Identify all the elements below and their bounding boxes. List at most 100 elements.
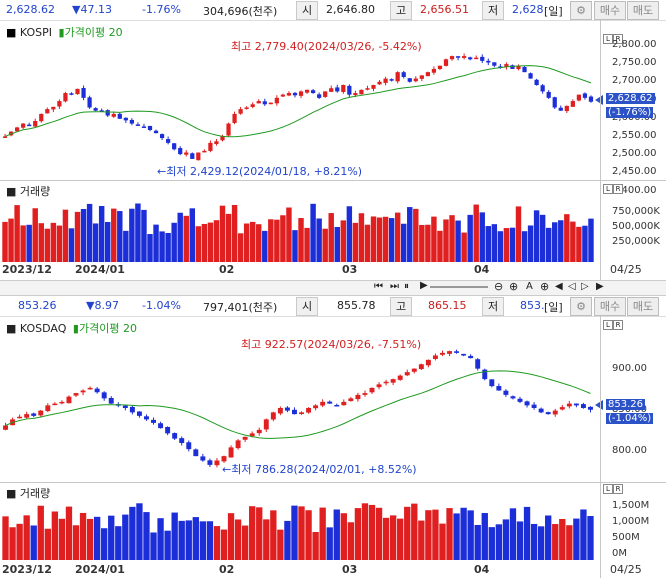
kosdaq-volume-bar: [241, 525, 249, 560]
kosdaq-candle: [249, 433, 255, 437]
buy-button[interactable]: 매수: [594, 1, 626, 20]
kospi-volume-bar: [292, 230, 298, 262]
kospi-high: 2,656.51: [420, 3, 469, 16]
crosshair-icon[interactable]: ⊕: [540, 280, 550, 293]
kosdaq-volume-bar: [389, 515, 397, 560]
kospi-volume-bar: [62, 209, 69, 262]
kosdaq-volume-bar: [382, 517, 390, 560]
kosdaq-title: KOSDAQ: [19, 322, 67, 335]
kosdaq-candle: [475, 359, 481, 369]
kosdaq-candle: [397, 375, 403, 380]
pause-icon[interactable]: ⏸: [404, 281, 409, 292]
kosdaq-volume-bar: [347, 522, 355, 560]
kosdaq-volume-bar: [368, 504, 376, 560]
kosdaq-vol-tick-1: 1,000M: [612, 516, 650, 527]
kosdaq-volume-bar: [566, 525, 573, 560]
zoom-out-icon[interactable]: ⊖: [494, 280, 504, 293]
kosdaq-candle: [588, 406, 593, 410]
kosdaq-high: 865.15: [428, 299, 467, 312]
kospi-volume-bar: [413, 208, 419, 262]
kospi-volume-bar: [183, 215, 189, 262]
kosdaq-volume-bar: [136, 503, 143, 560]
kosdaq-candle: [94, 388, 100, 393]
kosdaq-ma-label: 가격이평 20: [78, 322, 137, 335]
sell-button[interactable]: 매도: [627, 1, 659, 20]
kosdaq-candle: [52, 403, 58, 406]
kosdaq-period-selector[interactable]: [일]: [544, 301, 563, 314]
kosdaq-scale-right[interactable]: R: [613, 320, 623, 330]
kosdaq-candle: [80, 390, 86, 393]
kosdaq-candle: [390, 379, 396, 383]
kospi-candle: [166, 139, 171, 143]
kosdaq-volume-bar: [291, 505, 298, 560]
kosdaq-volume-bar: [65, 506, 73, 560]
kosdaq-volume-bar: [587, 516, 594, 560]
go-end-icon[interactable]: ⏭: [390, 281, 399, 292]
kospi-ma20-line: [4, 65, 592, 138]
kospi-volume-bar: [177, 212, 183, 262]
kosdaq-change-pct: -1.04%: [142, 299, 181, 312]
kospi-title: KOSPI: [19, 26, 53, 39]
kospi-volume-bar: [491, 224, 498, 262]
vol-scale-left[interactable]: L: [603, 184, 613, 194]
vol-scale-right[interactable]: R: [613, 184, 623, 194]
scale-toggle-left[interactable]: L: [603, 34, 613, 44]
kosdaq-volume-bar: [234, 519, 242, 560]
kospi-high-note: 최고 2,779.40(2024/03/26, -5.42%): [231, 40, 422, 53]
kospi-candle: [190, 153, 195, 159]
chart-scroll-bar[interactable]: ⏮ ⏭ ⏸ ▶ ⊖ ⊕ A ⊕ ◀ ◁ ▷ ▶: [0, 280, 666, 296]
kosdaq-volume-bar: [481, 513, 488, 560]
kosdaq-volume-title: 거래량: [19, 487, 51, 500]
kosdaq-candle: [214, 460, 220, 466]
kospi-volume-title-row: ■ 거래량: [6, 185, 51, 198]
zoom-in-icon[interactable]: ⊕: [509, 280, 519, 293]
rewind-icon[interactable]: ◀: [555, 281, 563, 292]
kosdaq-volume-bar: [545, 515, 552, 560]
kosdaq-candle: [270, 412, 276, 420]
kospi-volume-bar: [117, 211, 123, 262]
kospi-candle: [449, 56, 455, 60]
text-tool-icon[interactable]: A: [526, 281, 533, 292]
kosdaq-sell-button[interactable]: 매도: [627, 297, 659, 316]
play-icon[interactable]: ▶: [420, 280, 428, 291]
pan-right-icon[interactable]: ▷: [581, 281, 589, 292]
kosdaq-scale-left[interactable]: L: [603, 320, 613, 330]
kosdaq-volume-bar: [164, 530, 171, 560]
kosdaq-volume-bar: [305, 510, 312, 560]
kosdaq-volume-bar: [453, 513, 460, 560]
period-selector[interactable]: [일]: [544, 5, 563, 18]
scale-toggle-right[interactable]: R: [613, 34, 623, 44]
forward-icon[interactable]: ▶: [596, 281, 604, 292]
kospi-open: 2,646.80: [326, 3, 375, 16]
kosdaq-low: 853.: [520, 299, 545, 312]
settings-button[interactable]: ⚙: [570, 1, 592, 20]
kosdaq-candle: [38, 410, 44, 416]
kospi-volume-bar: [50, 222, 57, 262]
kospi-volume-bar: [86, 203, 93, 262]
kospi-candle: [208, 142, 213, 151]
kosdaq-buy-button[interactable]: 매수: [594, 297, 626, 316]
kosdaq-volume-bar: [552, 524, 559, 560]
kospi-candle: [184, 152, 189, 155]
kosdaq-candle: [313, 405, 319, 409]
kosdaq-candle: [73, 393, 79, 396]
kosdaq-candle: [299, 412, 304, 415]
kosdaq-candle: [193, 449, 199, 457]
go-start-icon[interactable]: ⏮: [374, 281, 383, 292]
kosdaq-high-note: 최고 922.57(2024/03/26, -7.51%): [241, 338, 422, 351]
pan-left-icon[interactable]: ◁: [568, 281, 576, 292]
kosdaq-candle: [158, 423, 164, 429]
kosdaq-volume-bar: [502, 519, 510, 560]
kospi-volume-bar: [382, 216, 389, 262]
kosdaq-vol-scale-left[interactable]: L: [603, 484, 613, 494]
kospi-candle: [105, 110, 110, 116]
zoom-slider[interactable]: [430, 286, 488, 288]
kospi-volume-bar: [304, 227, 310, 262]
kospi-volume-bar: [249, 221, 256, 262]
kospi-candle: [359, 89, 364, 95]
kospi-candle: [486, 60, 491, 63]
kospi-candle: [81, 88, 86, 98]
kosdaq-volume-bar: [411, 503, 418, 560]
kosdaq-vol-scale-right[interactable]: R: [613, 484, 623, 494]
kosdaq-settings-button[interactable]: ⚙: [570, 297, 592, 316]
